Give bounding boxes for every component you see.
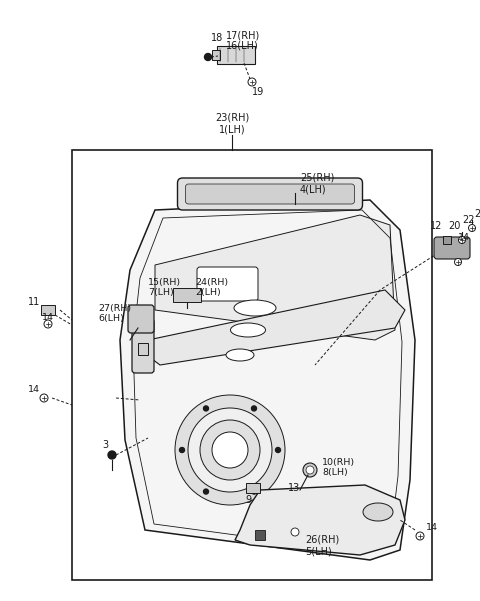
Ellipse shape <box>226 349 254 361</box>
Circle shape <box>291 528 299 536</box>
Circle shape <box>40 394 48 402</box>
Text: 4(LH): 4(LH) <box>300 184 326 194</box>
Text: 5(LH): 5(LH) <box>305 546 332 556</box>
Text: 2(LH): 2(LH) <box>195 288 221 297</box>
Circle shape <box>303 463 317 477</box>
Text: 3: 3 <box>102 440 108 450</box>
Circle shape <box>204 489 208 494</box>
Bar <box>138 343 148 355</box>
Text: 14: 14 <box>458 233 470 242</box>
FancyBboxPatch shape <box>178 178 362 210</box>
Text: 26(RH): 26(RH) <box>305 535 339 545</box>
Circle shape <box>188 408 272 492</box>
Text: 15(RH): 15(RH) <box>148 278 181 287</box>
Circle shape <box>468 225 476 231</box>
Text: 7(LH): 7(LH) <box>148 288 174 297</box>
Text: 8(LH): 8(LH) <box>322 468 348 477</box>
Bar <box>173 288 201 302</box>
Circle shape <box>252 489 256 494</box>
Circle shape <box>455 258 461 266</box>
Bar <box>443 236 451 244</box>
Bar <box>41 305 55 315</box>
Circle shape <box>306 466 314 474</box>
Circle shape <box>248 78 256 86</box>
Bar <box>255 530 265 540</box>
Text: 9: 9 <box>245 495 251 505</box>
Text: 21: 21 <box>474 209 480 219</box>
Circle shape <box>44 320 52 328</box>
Text: 18: 18 <box>211 33 223 43</box>
Text: 25(RH): 25(RH) <box>300 173 335 183</box>
Text: 14: 14 <box>42 314 54 323</box>
FancyBboxPatch shape <box>185 184 355 204</box>
Text: 17(RH): 17(RH) <box>226 30 260 40</box>
Circle shape <box>204 53 212 61</box>
Text: 10(RH): 10(RH) <box>322 457 355 466</box>
FancyBboxPatch shape <box>434 237 470 259</box>
Text: 19: 19 <box>252 87 264 97</box>
FancyBboxPatch shape <box>217 46 255 64</box>
FancyBboxPatch shape <box>132 319 154 373</box>
Text: 13: 13 <box>288 483 300 493</box>
Circle shape <box>200 420 260 480</box>
Circle shape <box>212 432 248 468</box>
Polygon shape <box>235 485 405 555</box>
Circle shape <box>458 237 466 243</box>
Bar <box>72 150 432 580</box>
Bar <box>246 483 260 493</box>
Ellipse shape <box>234 300 276 316</box>
Ellipse shape <box>363 503 393 521</box>
Polygon shape <box>140 290 405 365</box>
Text: 6(LH): 6(LH) <box>98 314 124 323</box>
Text: 1(LH): 1(LH) <box>219 124 245 134</box>
Circle shape <box>276 448 280 453</box>
Circle shape <box>416 532 424 540</box>
Text: 27(RH): 27(RH) <box>98 304 131 313</box>
FancyBboxPatch shape <box>197 267 258 301</box>
Bar <box>212 50 220 60</box>
Text: 11: 11 <box>28 297 40 307</box>
Circle shape <box>175 395 285 505</box>
Text: 16(LH): 16(LH) <box>226 41 259 51</box>
Text: 12: 12 <box>430 221 443 231</box>
Ellipse shape <box>230 323 265 337</box>
Circle shape <box>252 406 256 411</box>
Text: 22: 22 <box>462 215 475 225</box>
FancyBboxPatch shape <box>128 305 154 333</box>
Circle shape <box>180 448 184 453</box>
Polygon shape <box>155 215 395 340</box>
Polygon shape <box>120 200 415 560</box>
Text: 14: 14 <box>426 523 438 532</box>
Text: 14: 14 <box>28 385 40 394</box>
Circle shape <box>108 451 116 459</box>
Circle shape <box>204 406 208 411</box>
Text: 20: 20 <box>448 221 460 231</box>
Text: 24(RH): 24(RH) <box>195 278 228 287</box>
Text: 23(RH): 23(RH) <box>215 113 249 123</box>
